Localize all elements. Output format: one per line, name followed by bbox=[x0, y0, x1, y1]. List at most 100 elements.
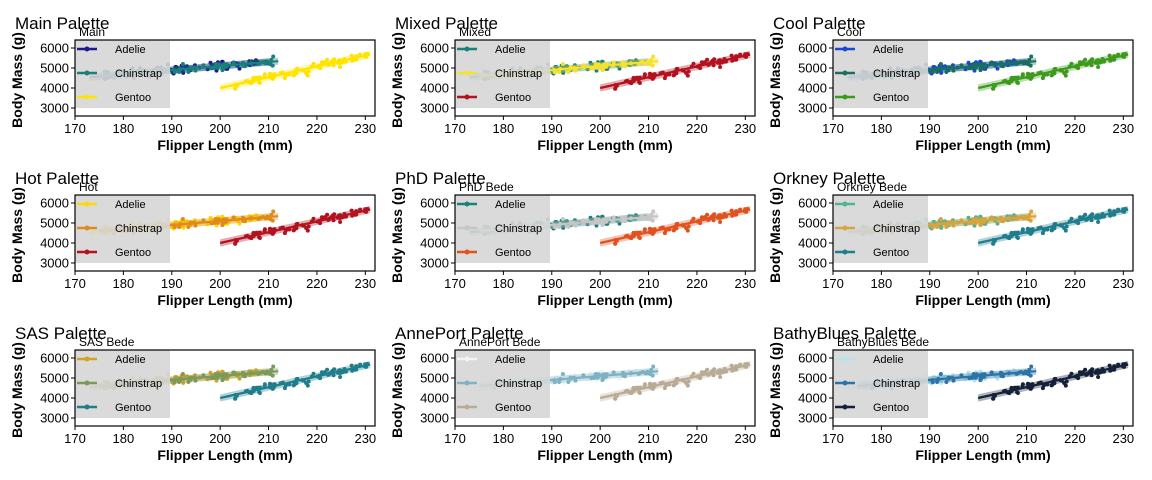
legend: Hot Adelie Chinstrap Gentoo bbox=[75, 180, 170, 263]
data-point bbox=[1096, 375, 1101, 379]
y-axis-label: Body Mass (g) bbox=[9, 32, 25, 128]
data-point bbox=[935, 225, 940, 229]
y-tick-label: 6000 bbox=[40, 41, 69, 56]
data-point bbox=[557, 70, 562, 74]
data-point bbox=[1029, 54, 1034, 59]
data-point bbox=[267, 381, 272, 386]
data-point bbox=[617, 221, 622, 226]
y-tick-label: 3000 bbox=[40, 101, 69, 116]
data-point bbox=[304, 381, 309, 385]
data-point bbox=[186, 380, 191, 384]
data-point bbox=[938, 372, 943, 376]
y-tick-label: 3000 bbox=[420, 101, 449, 116]
data-point bbox=[1062, 226, 1067, 230]
plot-frame bbox=[74, 39, 376, 117]
trend-line bbox=[599, 53, 751, 90]
legend: PhD Bede Adelie Chinstrap Gentoo bbox=[455, 180, 550, 263]
data-point bbox=[563, 64, 568, 69]
legend: Main Adelie Chinstrap Gentoo bbox=[75, 25, 170, 108]
data-point bbox=[944, 225, 949, 229]
data-point bbox=[271, 209, 276, 214]
data-point bbox=[989, 215, 994, 220]
data-point bbox=[991, 241, 996, 246]
data-point bbox=[1096, 65, 1101, 69]
x-axis-label: Flipper Length (mm) bbox=[915, 137, 1050, 153]
y-tick-label: 5000 bbox=[40, 61, 69, 76]
data-point bbox=[600, 223, 605, 228]
y-tick-label: 4000 bbox=[40, 236, 69, 251]
data-point bbox=[208, 60, 213, 65]
x-tick-label: 190 bbox=[161, 276, 183, 291]
data-point bbox=[231, 370, 236, 375]
data-point bbox=[181, 380, 186, 385]
data-point bbox=[231, 60, 236, 65]
plot-frame bbox=[832, 39, 1134, 117]
legend-item: Chinstrap bbox=[115, 378, 162, 390]
data-point bbox=[311, 371, 316, 376]
legend: Orkney Bede Adelie Chinstrap Gentoo bbox=[833, 180, 928, 263]
legend-key-point bbox=[842, 225, 848, 231]
data-point bbox=[304, 71, 309, 75]
trend-line bbox=[977, 53, 1129, 90]
x-tick-label: 190 bbox=[161, 121, 183, 136]
legend-item: Gentoo bbox=[495, 402, 531, 414]
legend-key-point bbox=[842, 356, 848, 362]
data-point bbox=[585, 67, 590, 72]
data-point bbox=[935, 380, 940, 384]
y-axis-label: Body Mass (g) bbox=[767, 187, 783, 283]
data-point bbox=[650, 231, 655, 236]
data-point bbox=[268, 372, 273, 377]
data-point bbox=[1089, 63, 1094, 68]
data-point bbox=[651, 54, 656, 59]
x-tick-label: 210 bbox=[258, 431, 280, 446]
y-tick-label: 4000 bbox=[420, 391, 449, 406]
data-point bbox=[691, 371, 696, 376]
trend-line bbox=[977, 208, 1129, 245]
data-point bbox=[1083, 212, 1088, 217]
x-tick-label: 230 bbox=[734, 276, 756, 291]
y-tick-label: 6000 bbox=[40, 196, 69, 211]
data-point bbox=[1077, 370, 1082, 375]
data-point bbox=[220, 378, 225, 383]
x-tick-label: 180 bbox=[113, 431, 135, 446]
y-tick-label: 3000 bbox=[798, 256, 827, 271]
data-point bbox=[325, 367, 330, 372]
legend-key-point bbox=[84, 404, 90, 410]
legend-item: Chinstrap bbox=[873, 378, 920, 390]
data-point bbox=[939, 225, 944, 230]
x-tick-label: 220 bbox=[1064, 121, 1086, 136]
x-tick-label: 190 bbox=[541, 431, 563, 446]
legend-key-point bbox=[464, 225, 470, 231]
legend-key-point bbox=[842, 404, 848, 410]
data-point bbox=[588, 215, 593, 220]
data-point bbox=[233, 396, 238, 401]
data-point bbox=[331, 373, 336, 378]
series-gentoo bbox=[219, 50, 371, 92]
chart-title: Cool Palette bbox=[773, 14, 866, 33]
data-point bbox=[939, 70, 944, 75]
legend-key-point bbox=[464, 380, 470, 386]
data-point bbox=[995, 221, 1000, 226]
x-tick-label: 210 bbox=[258, 121, 280, 136]
data-point bbox=[938, 217, 943, 221]
x-axis-label: Flipper Length (mm) bbox=[157, 137, 292, 153]
data-point bbox=[647, 226, 652, 231]
data-point bbox=[1083, 367, 1088, 372]
y-axis-label: Body Mass (g) bbox=[767, 342, 783, 438]
data-point bbox=[181, 225, 186, 230]
data-point bbox=[647, 381, 652, 386]
legend: BathyBlues Bede Adelie Chinstrap Gentoo bbox=[833, 335, 929, 418]
data-point bbox=[705, 367, 710, 372]
data-point bbox=[991, 396, 996, 401]
plot-frame bbox=[454, 39, 756, 117]
legend-key-point bbox=[84, 356, 90, 362]
legend-item: Gentoo bbox=[873, 402, 909, 414]
y-tick-label: 4000 bbox=[420, 81, 449, 96]
data-point bbox=[600, 68, 605, 73]
plot-frame bbox=[832, 194, 1134, 272]
data-point bbox=[1062, 381, 1067, 385]
